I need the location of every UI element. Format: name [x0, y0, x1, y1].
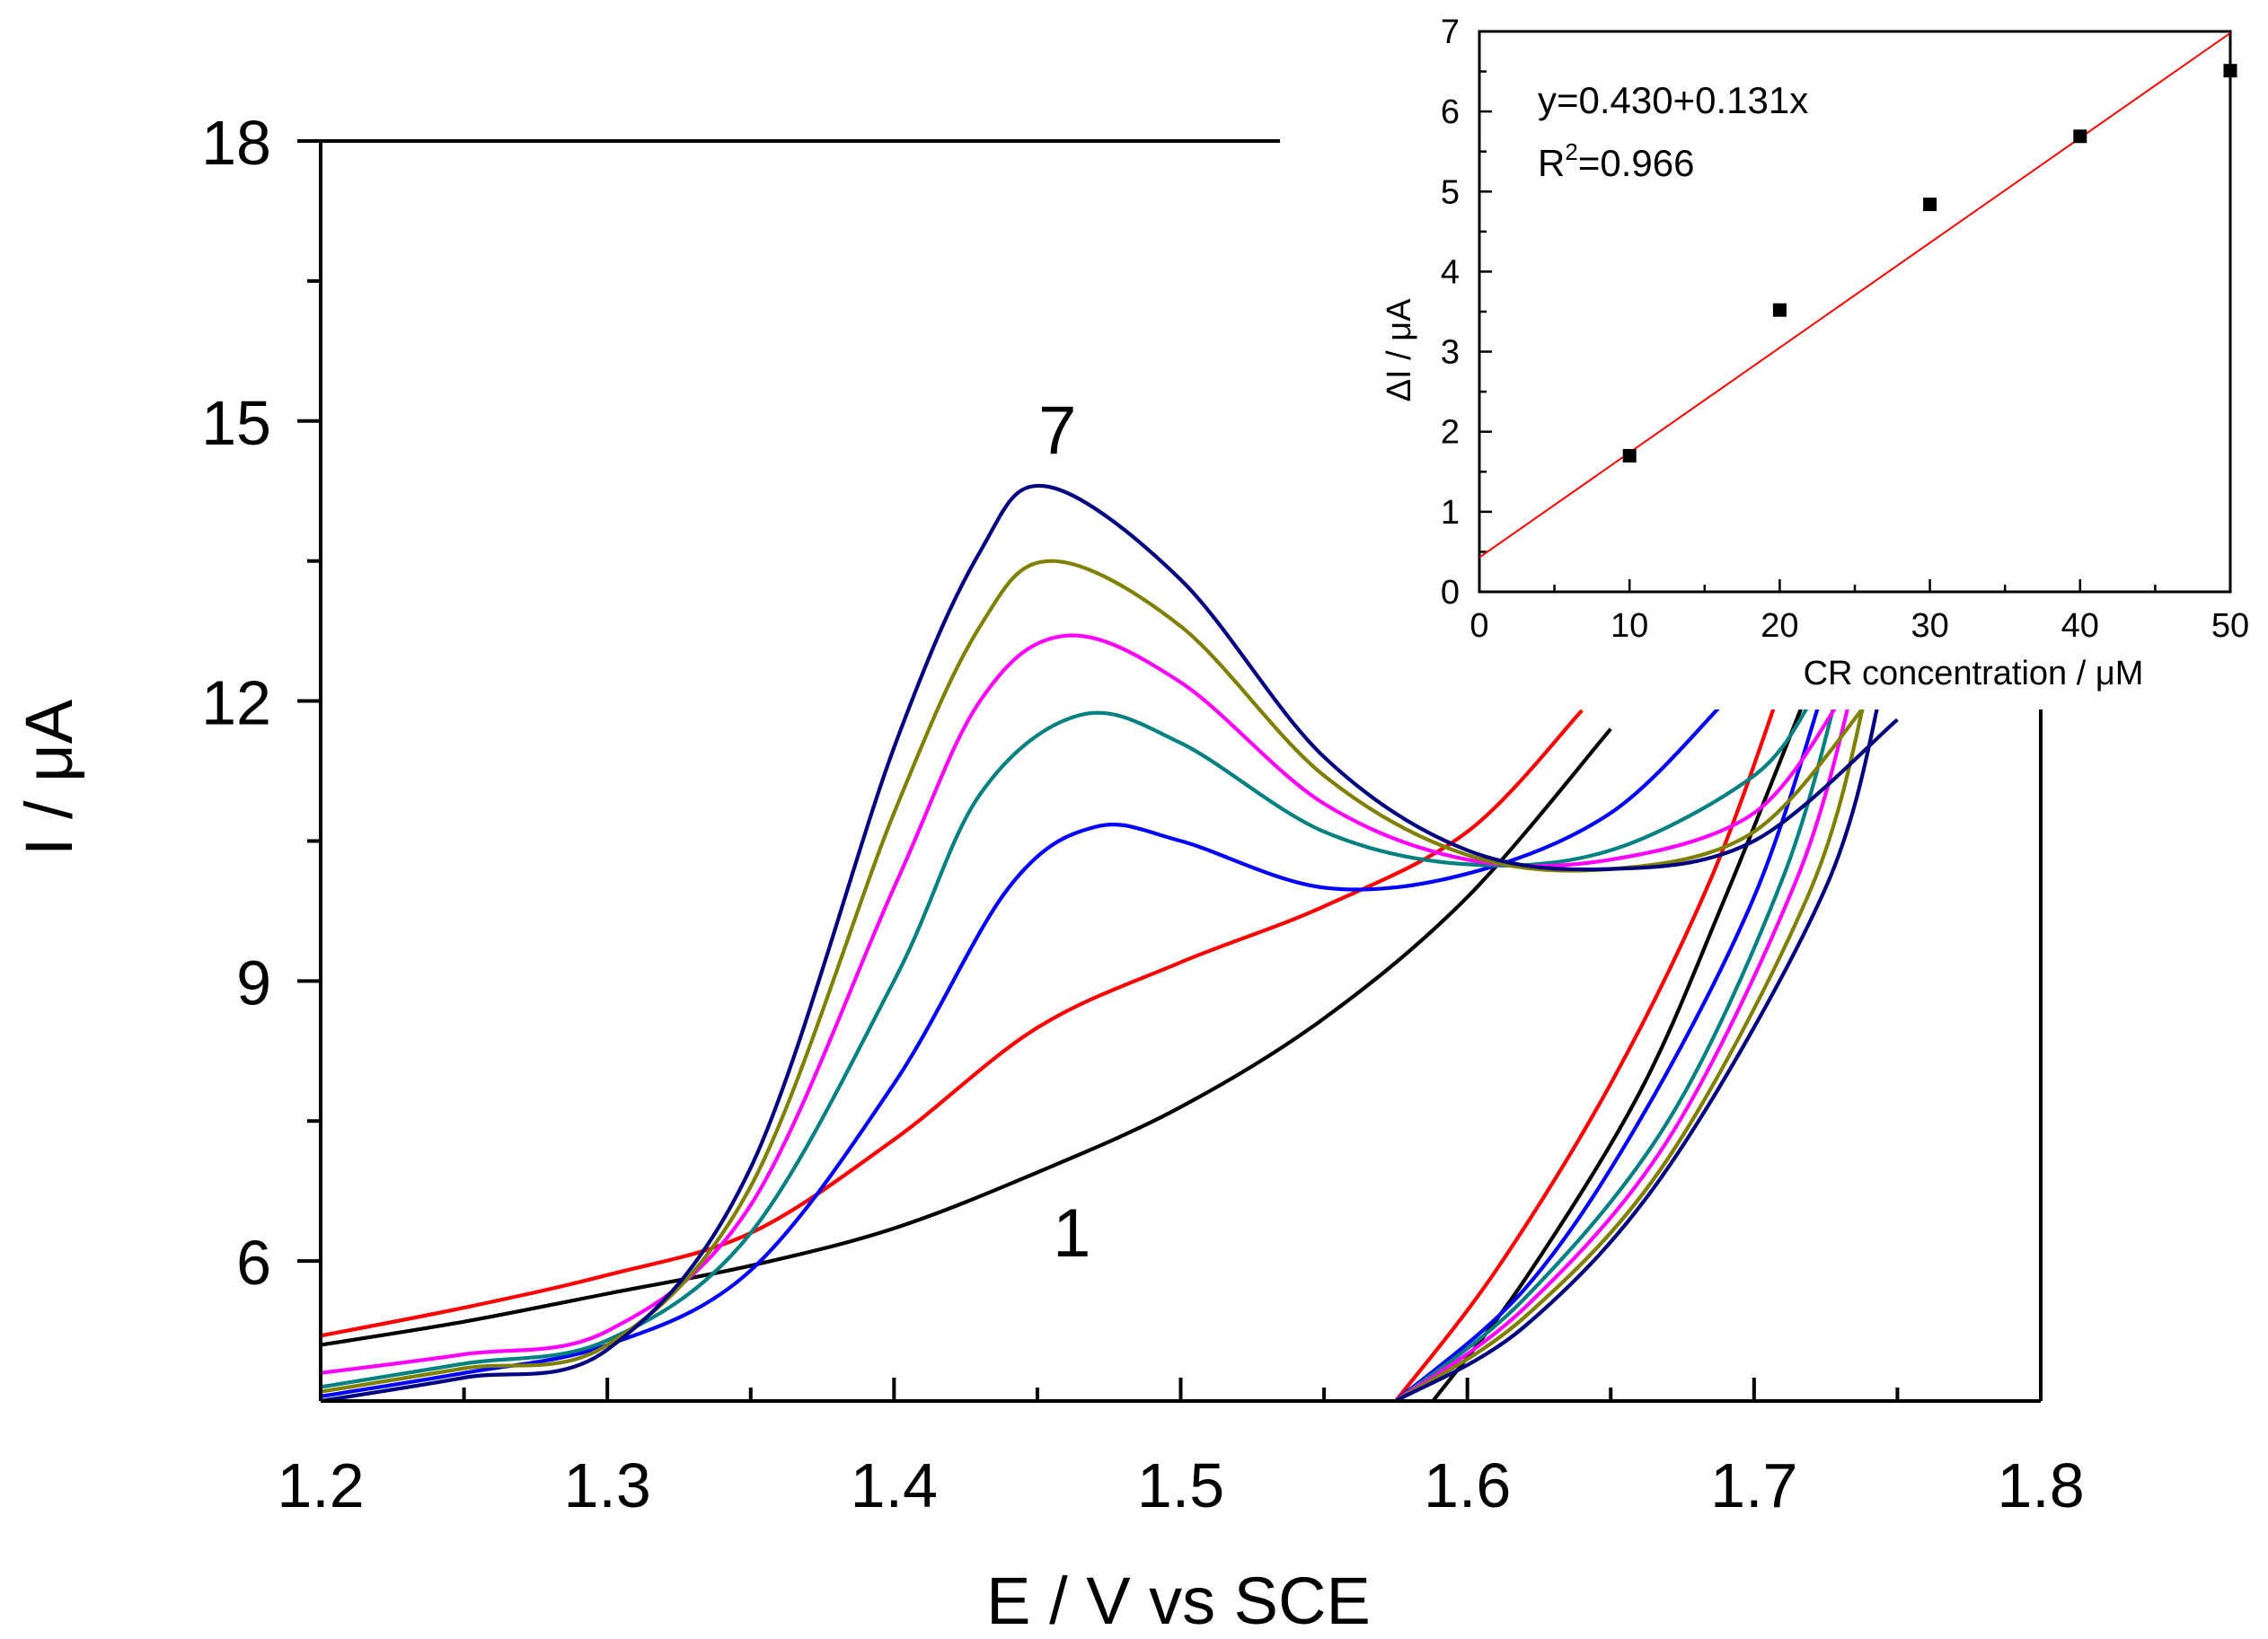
series-6-reverse-line [1394, 682, 1871, 1401]
series-7-forward-line [321, 483, 1899, 1401]
inset-r-squared: R2=0.966 [1538, 138, 1694, 184]
main-y-tick-labels: 6 9 12 15 18 [201, 108, 271, 1298]
main-curves [321, 483, 1899, 1401]
inset-x-tick-label: 30 [1911, 607, 1948, 645]
inset-fit-line-group [1479, 31, 2230, 559]
inset-y-tick-label: 5 [1441, 173, 1460, 211]
inset-y-tick-labels: 0 1 2 3 4 5 6 7 [1441, 13, 1460, 612]
main-y-tick-label: 18 [201, 108, 271, 178]
main-y-tick-label: 15 [201, 388, 271, 458]
main-ticks [297, 139, 2043, 1401]
main-y-tick-label: 6 [236, 1228, 271, 1298]
inset-data-point [2223, 64, 2237, 78]
main-x-tick-label: 1.3 [564, 1450, 651, 1520]
inset-y-tick-label: 7 [1441, 13, 1460, 51]
r2-superscript: 2 [1565, 138, 1577, 165]
series-5-reverse-line [1394, 682, 1857, 1401]
series-5-forward-line [321, 633, 1842, 1375]
series-4-forward-line [321, 700, 1814, 1389]
series-4-reverse-line [1394, 682, 1842, 1401]
r2-value: =0.966 [1578, 142, 1695, 184]
main-x-tick-label: 1.7 [1710, 1450, 1797, 1520]
main-y-axis-label: I / μA [12, 699, 86, 856]
inset-y-tick-label: 1 [1441, 494, 1460, 532]
inset-x-tick-label: 20 [1761, 607, 1798, 645]
main-x-tick-labels: 1.2 1.3 1.4 1.5 1.6 1.7 1.8 [277, 1450, 2084, 1520]
inset-data-point [1923, 198, 1937, 212]
inset-points [1622, 64, 2237, 463]
main-y-tick-label: 12 [201, 668, 271, 738]
curve-7-label: 7 [1038, 392, 1076, 469]
main-x-tick-label: 1.5 [1137, 1450, 1224, 1520]
inset-background [1365, 0, 2268, 709]
main-y-tick-label: 9 [236, 947, 271, 1018]
inset-data-point [1772, 303, 1787, 317]
main-x-tick-label: 1.2 [277, 1450, 364, 1520]
inset-y-tick-label: 3 [1441, 334, 1460, 372]
inset-x-axis-label: CR concentration / μM [1804, 655, 2144, 692]
inset-x-tick-label: 10 [1611, 607, 1648, 645]
inset-y-tick-label: 4 [1441, 253, 1460, 291]
main-x-axis-label: E / V vs SCE [986, 1564, 1371, 1638]
inset-x-tick-labels: 0 10 20 30 40 50 [1469, 607, 2249, 645]
curve-1-label: 1 [1053, 1195, 1090, 1272]
main-x-tick-label: 1.8 [1997, 1450, 2084, 1520]
main-x-tick-label: 1.6 [1424, 1450, 1511, 1520]
series-7-reverse-line [1394, 682, 1885, 1401]
inset-data-point [1622, 448, 1637, 463]
series-1-forward-line [321, 727, 1612, 1347]
inset-y-axis-label: ΔI / μA [1381, 298, 1418, 402]
inset-ticks [1478, 30, 2232, 594]
series-2-forward-line [321, 709, 1584, 1338]
inset-chart: 0 10 20 30 40 50 0 1 2 3 4 5 6 7 CR concentration / … [1365, 0, 2268, 709]
inset-equation: y=0.430+0.131x [1538, 79, 1808, 121]
inset-x-tick-label: 0 [1469, 607, 1488, 645]
inset-data-point [2073, 129, 2087, 144]
inset-fit-line [1479, 31, 2230, 559]
r2-letter: R [1538, 142, 1565, 184]
series-1-reverse-line [1431, 682, 1814, 1401]
inset-x-tick-label: 50 [2211, 607, 2249, 645]
inset-y-tick-label: 2 [1441, 414, 1460, 452]
inset-y-tick-label: 0 [1441, 574, 1460, 612]
series-2-reverse-line [1394, 682, 1785, 1401]
inset-y-tick-label: 6 [1441, 93, 1460, 131]
series-3-reverse-line [1394, 682, 1828, 1401]
inset-x-tick-label: 40 [2061, 607, 2099, 645]
main-x-tick-label: 1.4 [851, 1450, 938, 1520]
